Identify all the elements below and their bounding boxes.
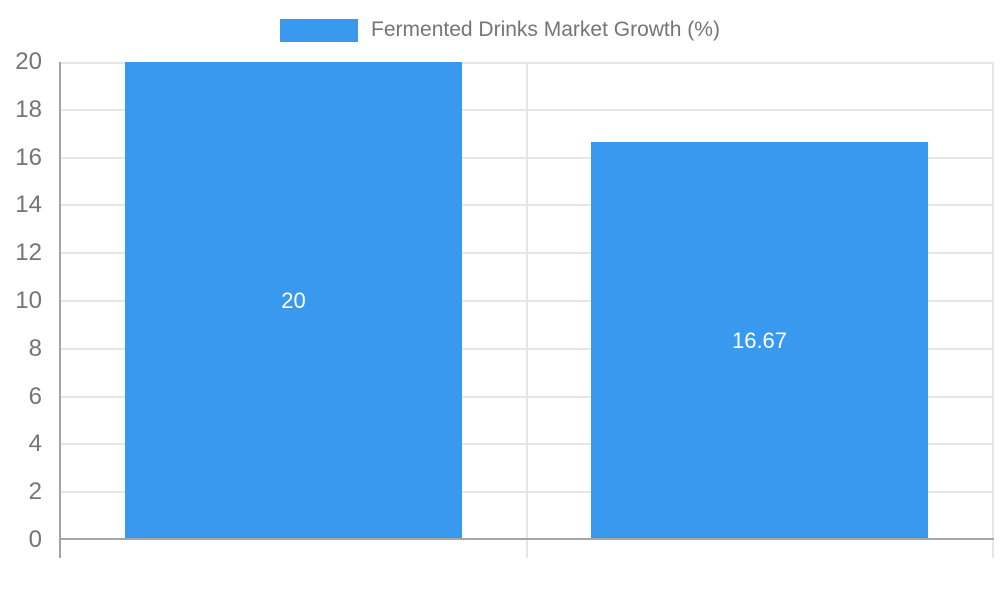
y-axis-tick-label: 10: [15, 287, 42, 314]
y-axis-tick-label: 2: [28, 478, 42, 505]
y-axis-tick-label: 18: [15, 96, 42, 123]
y-axis-tick-label: 8: [28, 335, 42, 362]
bar-value-label: 16.67: [731, 328, 788, 353]
y-axis-tick-label: 0: [28, 526, 42, 553]
chart-legend: Fermented Drinks Market Growth (%): [0, 18, 1000, 42]
y-axis-tick-label: 16: [15, 144, 42, 171]
y-axis-tick-label: 4: [28, 430, 42, 457]
plot-area: 02468101214161820202022-202316.672023-20…: [15, 48, 994, 558]
bar-2023-2024[interactable]: 16.67: [591, 142, 928, 540]
y-axis-tick-label: 12: [15, 239, 42, 266]
y-axis-line: [59, 62, 61, 558]
legend-label: Fermented Drinks Market Growth (%): [371, 18, 720, 41]
plot-right-border: [992, 62, 994, 558]
y-axis-tick-label: 14: [15, 191, 42, 218]
x-axis-baseline: [59, 538, 994, 540]
bar-value-label: 20: [281, 288, 306, 313]
y-axis-tick-label: 20: [15, 48, 42, 75]
legend-swatch: [280, 18, 359, 42]
y-axis-tick-label: 6: [28, 383, 42, 410]
bar-2022-2023[interactable]: 20: [125, 62, 462, 540]
column-divider-gridline: [526, 62, 528, 558]
